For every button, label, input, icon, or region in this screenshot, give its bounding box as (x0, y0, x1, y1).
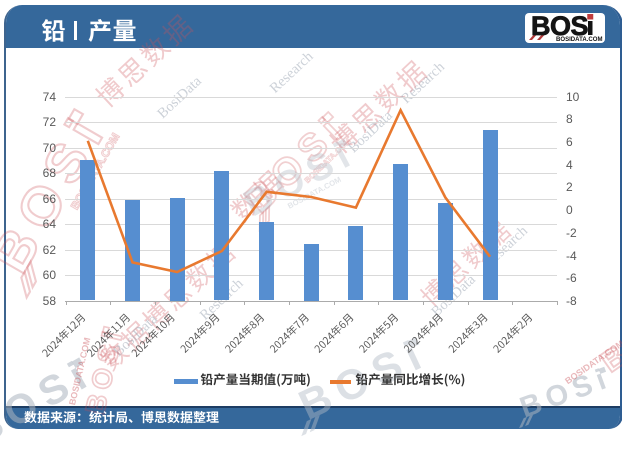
svg-text:BOSIDATA.COM: BOSIDATA.COM (556, 36, 603, 43)
svg-text:BOS: BOS (531, 13, 588, 41)
